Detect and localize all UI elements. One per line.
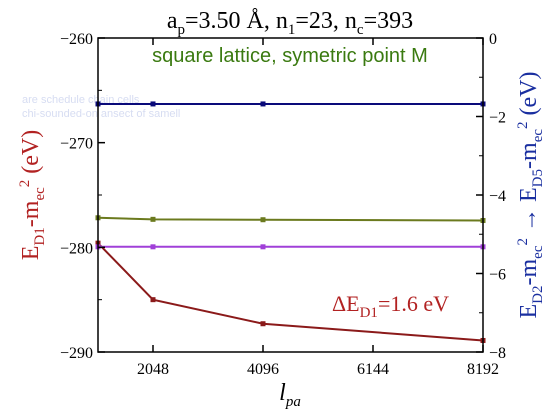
x-tick-label: 6144	[357, 361, 389, 378]
x-ticks: 2048 4096 6144 8192	[137, 38, 499, 378]
y-left-tick-label: −270	[60, 136, 93, 153]
series-1-line	[97, 242, 484, 342]
series-3-point	[150, 216, 156, 222]
y-left-tick-label: −280	[60, 240, 93, 257]
right-y-axis-label: ED2​-mec​2​ → ED5​-mec​2​ (eV)	[515, 72, 546, 319]
chart-title: ap​=3.50 Å, n1​=23, nc​=393	[167, 8, 413, 38]
y-left-tick-label: −290	[60, 345, 93, 362]
delta-annotation: ΔED1​=1.6 eV	[332, 291, 449, 321]
y-right-tick-label: −6	[489, 267, 506, 284]
x-axis-label: lpa​	[279, 380, 301, 410]
faint-text-2: chi-sounded-on ansect of samell	[22, 108, 180, 120]
series-4-point	[150, 244, 156, 250]
y-right-tick-label: 0	[489, 31, 497, 48]
left-y-axis-label: ED1​-mec​2​ (eV)	[17, 130, 48, 260]
series-3-point	[260, 217, 266, 223]
x-tick-label: 2048	[137, 361, 169, 378]
y-right-tick-label: −2	[489, 110, 506, 127]
series-4-point	[260, 244, 266, 250]
y-right-tick-label: −4	[489, 188, 506, 205]
y-right-ticks: −8 −6 −4 −2 0	[476, 31, 506, 362]
series-2-point	[150, 101, 156, 107]
series-2-point	[260, 101, 266, 107]
series-1-point	[260, 321, 266, 327]
x-tick-label: 4096	[247, 361, 279, 378]
series-1-point	[150, 297, 156, 303]
x-tick-label: 8192	[467, 361, 499, 378]
series-3-line	[97, 216, 484, 222]
y-left-ticks: −290 −280 −270 −260	[60, 31, 105, 362]
y-left-tick-label: −260	[60, 31, 93, 48]
y-right-tick-label: −8	[489, 345, 506, 362]
chart-subtitle: square lattice, symetric point M	[152, 45, 428, 67]
